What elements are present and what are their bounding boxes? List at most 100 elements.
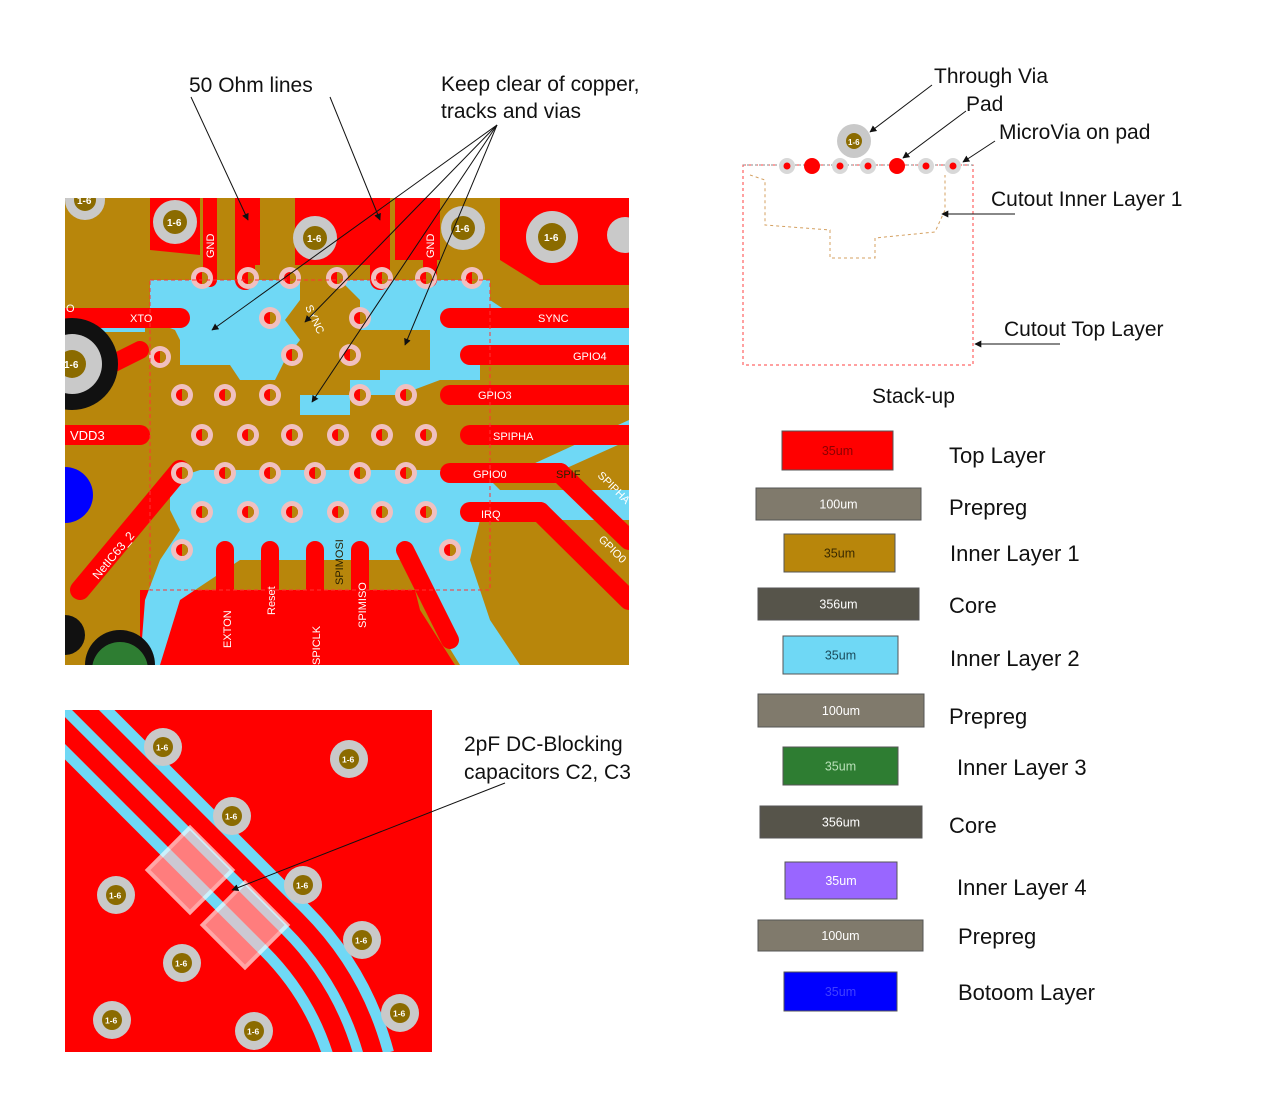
stackup-swatch (755, 487, 922, 521)
stackup-thickness: 100um (819, 498, 857, 512)
label-spimosi: SPIMOSI (334, 539, 346, 585)
microvia-half (248, 272, 254, 284)
microvia-half (450, 544, 456, 556)
arrow-50ohm-2 (329, 96, 381, 221)
via-core (352, 930, 372, 950)
via-diagram: 1-6 Through Via Pad MicroVia on pad Cuto… (742, 65, 1182, 366)
stackup-legend: 35um Top Layer 100um Prepreg 35um Inner Layer… (755, 430, 1095, 1012)
annot-through-via: Through Via (934, 65, 1048, 88)
via-label: 1-6 (247, 1027, 260, 1037)
stackup-thickness: 35um (824, 547, 855, 561)
stackup-thickness: 35um (825, 649, 856, 663)
stackup-thickness: 35um (825, 874, 856, 888)
label-gpio0: GPIO0 (473, 469, 507, 481)
pad-shape (889, 158, 905, 174)
via-label: 1-6 (544, 233, 559, 244)
via-label: 1-6 (307, 234, 322, 245)
label-sync: SYNC (538, 313, 569, 325)
microvia-half (290, 272, 296, 284)
microvia-half (270, 389, 276, 401)
ic-outline (149, 279, 491, 591)
microvia-half (292, 349, 298, 361)
stackup-thickness: 356um (822, 816, 860, 830)
stackup-swatch (783, 971, 898, 1012)
microvia-half (382, 506, 388, 518)
via-core (153, 737, 173, 757)
microvia-half (292, 506, 298, 518)
annot-cutout-top: Cutout Top Layer (1004, 318, 1164, 341)
microvia-dot (949, 162, 957, 170)
stackup-layer-name: Inner Layer 4 (957, 875, 1087, 900)
via-core (390, 1003, 410, 1023)
stackup-swatch (757, 693, 925, 728)
via-label: 1-6 (156, 743, 169, 753)
stackup-layer-name: Prepreg (958, 924, 1036, 949)
via-label: 1-6 (455, 224, 470, 235)
microvia-grid (149, 267, 483, 561)
pad-shape (804, 158, 820, 174)
microvia-dot (783, 162, 791, 170)
label-gnd-left: GND (205, 234, 217, 259)
label-xto: XTO (130, 313, 153, 325)
label-gpio3: GPIO3 (478, 390, 512, 402)
stackup-swatch (757, 919, 924, 952)
stackup-swatch (782, 635, 899, 675)
arrow-caps (231, 782, 506, 891)
via-core (102, 1010, 122, 1030)
cutout-inner-outline (749, 174, 946, 259)
microvia-half (360, 312, 366, 324)
microvia-half (350, 349, 356, 361)
microvia-half (315, 467, 321, 479)
label-gpio4: GPIO4 (573, 351, 607, 363)
annot-keep-clear-2: tracks and vias (441, 100, 581, 123)
arrow-50ohm-1 (190, 96, 249, 221)
microvia-half (202, 506, 208, 518)
capacitor-c3 (199, 879, 291, 971)
stackup-layer-name: Botoom Layer (958, 980, 1095, 1005)
microvia-half (270, 467, 276, 479)
microvia-half (426, 506, 432, 518)
stackup-swatch (783, 533, 896, 573)
stackup-layer-name: Inner Layer 2 (950, 646, 1080, 671)
microvia-half (382, 429, 388, 441)
via-core (106, 885, 126, 905)
label-vdd3: VDD3 (70, 428, 105, 443)
microvia-dot (836, 162, 844, 170)
label-spimiso: SPIMISO (357, 582, 369, 628)
microvia-half (406, 467, 412, 479)
microvia-half (426, 272, 432, 284)
via-core (172, 953, 192, 973)
stackup-layer-name: Prepreg (949, 704, 1027, 729)
stackup-layer-name: Inner Layer 3 (957, 755, 1087, 780)
label-spiclk: SPICLK (311, 625, 323, 665)
label-gnd-right: GND (425, 234, 437, 259)
via-label: 1-6 (175, 959, 188, 969)
via-label: 1-6 (77, 196, 92, 207)
stackup-swatch (759, 805, 923, 839)
via-core (293, 875, 313, 895)
via-label: 1-6 (296, 881, 309, 891)
microvia-half (202, 272, 208, 284)
pcb-top-view: 1-61-61-61-61-61-6 GND GND XTO O SYNC SY… (65, 196, 629, 665)
via-label: 1-6 (225, 812, 238, 822)
annot-microvia: MicroVia on pad (999, 121, 1150, 144)
microvia-half (182, 389, 188, 401)
label-reset: Reset (266, 586, 278, 615)
microvia-half (292, 429, 298, 441)
via-label: 1-6 (342, 755, 355, 765)
stackup-swatch (781, 430, 894, 471)
microvia-half (338, 506, 344, 518)
label-exton: EXTON (222, 610, 234, 648)
microvia-half (182, 467, 188, 479)
microvia-half (225, 467, 231, 479)
via-label: 1-6 (109, 891, 122, 901)
microvia-half (337, 272, 343, 284)
label-xto-edge: O (66, 303, 75, 315)
pcb-capacitor-view: 1-6 1-6 1-6 1-6 1-6 1-6 1-6 1-6 1-6 1-6 (65, 710, 432, 1052)
stackup-layer-name: Core (949, 813, 997, 838)
stackup-thickness: 35um (825, 760, 856, 774)
microvia-half (270, 312, 276, 324)
arrow-pad (902, 110, 967, 159)
stackup-swatch (784, 861, 898, 900)
